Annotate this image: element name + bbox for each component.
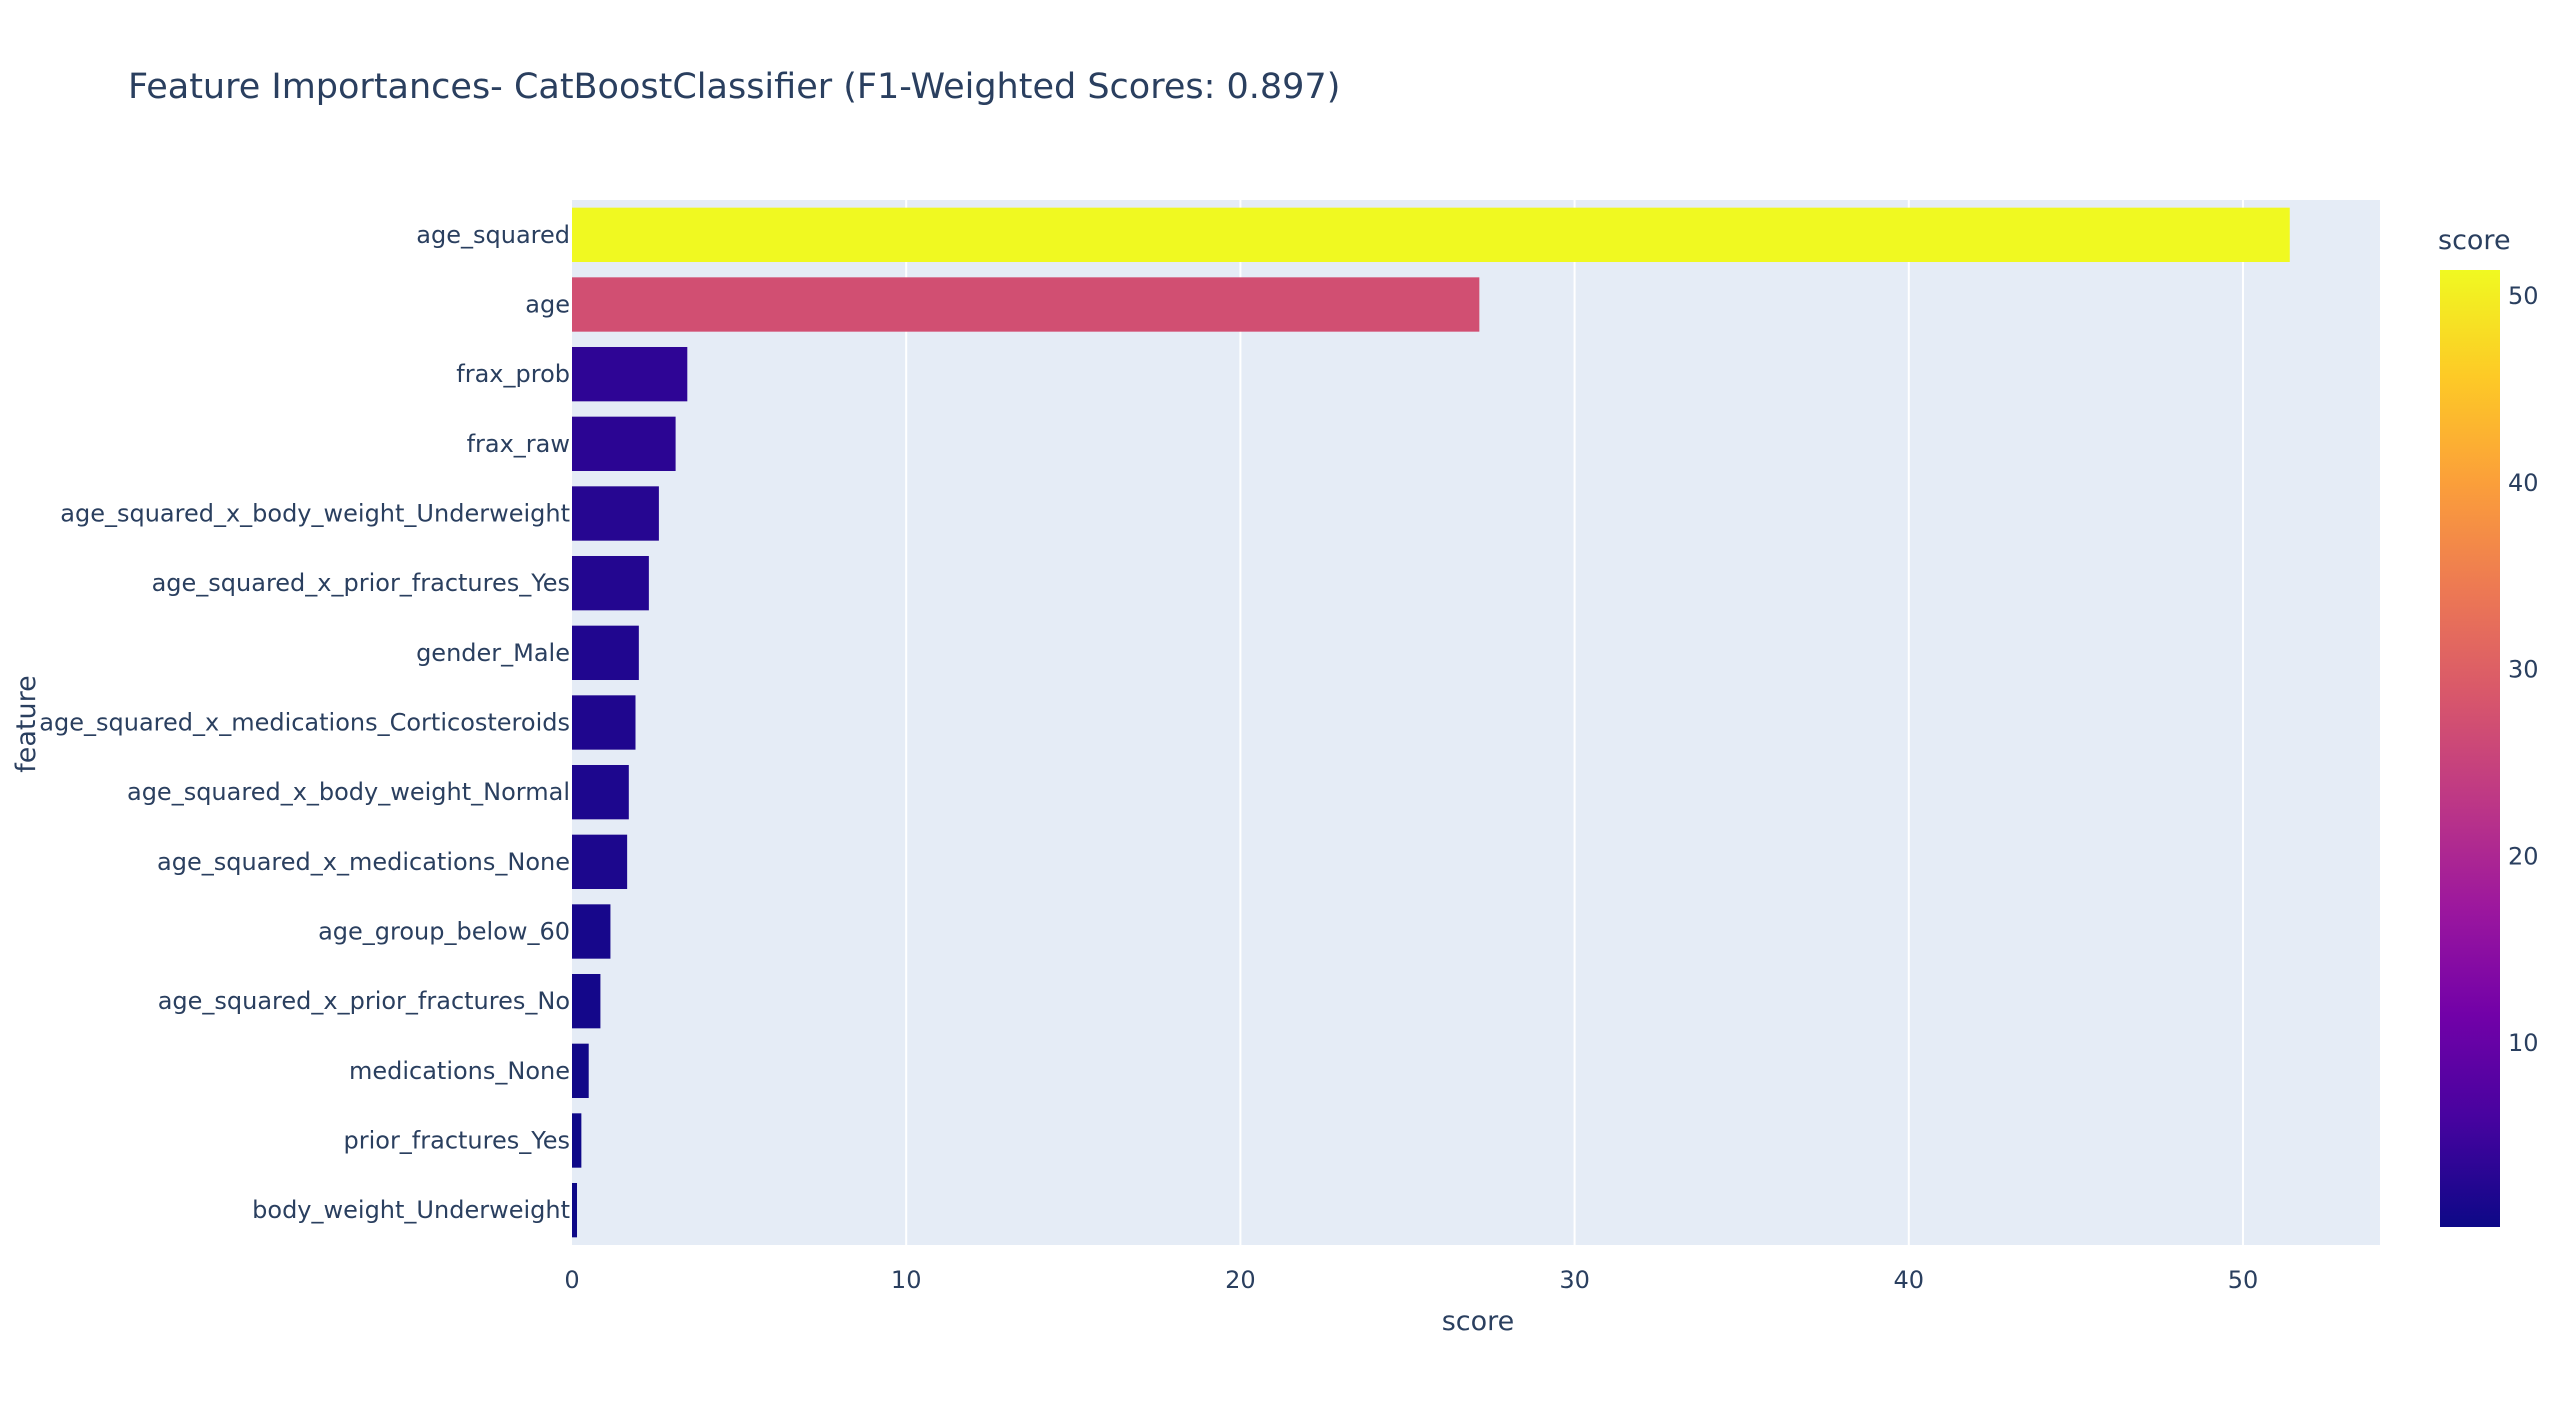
y-tick-label: age_squared_x_body_weight_Underweight [60,500,570,528]
y-tick-label: age [525,291,570,319]
x-tick-label: 50 [2228,1266,2259,1294]
y-tick-label: age_squared_x_body_weight_Normal [127,778,570,806]
colorbar [2440,270,2500,1227]
y-tick-label: body_weight_Underweight [252,1196,570,1224]
bar-age_squared_x_prior_fractures_Yes [572,555,649,611]
y-tick-label: age_group_below_60 [318,918,570,946]
bar-age_group_below_60 [572,904,611,959]
y-tick-label: age_squared_x_medications_None [157,848,570,876]
y-axis-title: feature [11,675,42,772]
colorbar-tick-labels: 10 20 30 40 50 [2508,282,2539,1057]
bar-age_squared [572,207,2290,263]
colorbar-tick-label: 20 [2508,842,2539,870]
bars [572,207,2290,1238]
bar-age_squared_x_medications_None [572,834,628,890]
y-tick-label: age_squared_x_medications_Corticosteroid… [39,709,570,737]
plot-area [572,200,2380,1245]
y-tick-label: age_squared [416,221,570,249]
x-tick-label: 0 [564,1266,579,1294]
x-tick-label: 20 [1225,1266,1256,1294]
colorbar-tick-label: 10 [2508,1029,2539,1057]
bar-gender_Male [572,625,639,681]
bar-medications_None [572,1043,589,1099]
x-tick-label: 30 [1559,1266,1590,1294]
y-tick-label: frax_raw [467,430,570,458]
chart-title: Feature Importances- CatBoostClassifier … [128,67,1340,107]
colorbar-title: score [2438,225,2511,256]
x-tick-label: 40 [1894,1266,1925,1294]
bar-age_squared_x_medications_Corticosteroids [572,695,636,750]
y-tick-label: gender_Male [416,639,570,667]
bar-frax_raw [572,416,676,472]
grid-lines [905,200,2244,1245]
x-axis-title: score [1442,1306,1515,1337]
bar-body_weight_Underweight [572,1182,578,1238]
colorbar-tick-label: 40 [2508,469,2539,497]
bar-frax_prob [572,346,688,402]
x-tick-label: 10 [891,1266,922,1294]
y-tick-label: prior_fractures_Yes [343,1127,570,1155]
colorbar-tick-label: 50 [2508,282,2539,310]
x-tick-labels: 0 10 20 30 40 50 [564,1266,2258,1294]
bar-prior_fractures_Yes [572,1113,582,1168]
colorbar-tick-label: 30 [2508,656,2539,684]
bar-age [572,277,1480,332]
y-tick-label: age_squared_x_prior_fractures_Yes [152,569,570,597]
bar-age_squared_x_body_weight_Normal [572,764,629,820]
y-tick-label: medications_None [349,1057,570,1085]
y-tick-label: frax_prob [456,360,570,388]
bar-age_squared_x_body_weight_Underweight [572,486,659,541]
bar-age_squared_x_prior_fractures_No [572,973,601,1029]
y-tick-label: age_squared_x_prior_fractures_No [158,987,570,1015]
